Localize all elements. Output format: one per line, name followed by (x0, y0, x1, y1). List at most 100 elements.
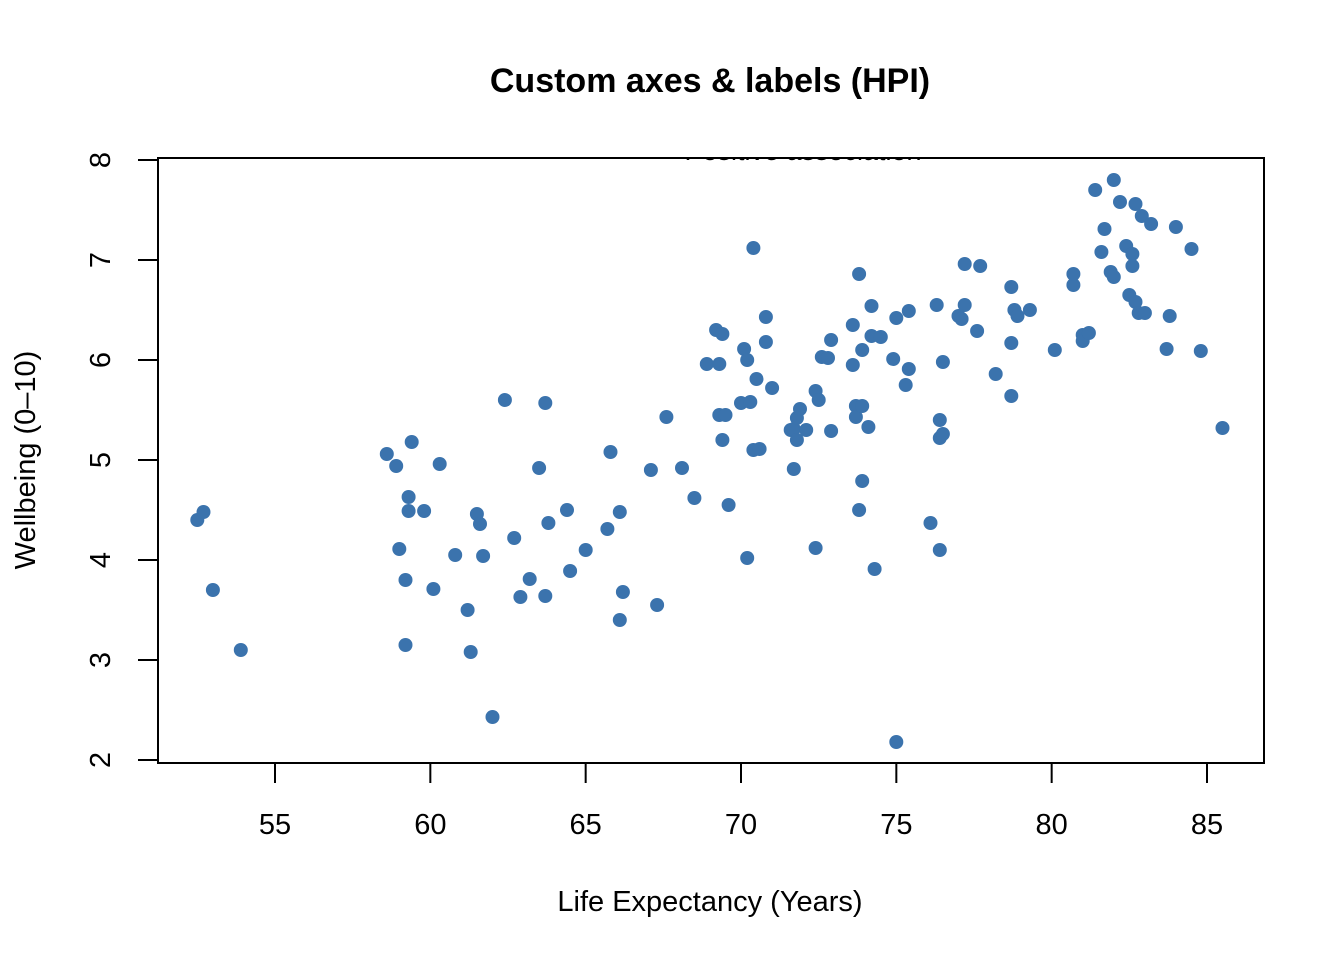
data-point (1010, 309, 1025, 323)
data-point (935, 355, 950, 369)
data-point (970, 324, 985, 338)
data-point (811, 393, 826, 407)
data-point (715, 327, 730, 341)
data-point (563, 564, 578, 578)
data-point (1144, 217, 1159, 231)
data-point (417, 504, 432, 518)
data-point (404, 435, 419, 449)
data-point (973, 259, 988, 273)
data-point (1088, 183, 1103, 197)
data-point (1128, 197, 1143, 211)
data-point (901, 304, 916, 318)
data-point (1106, 270, 1121, 284)
y-tick-label: 2 (85, 752, 117, 768)
data-point (687, 491, 702, 505)
data-point (1094, 245, 1109, 259)
data-point (848, 410, 863, 424)
data-point (957, 257, 972, 271)
y-axis: 2 3 4 5 6 7 8 (85, 152, 159, 768)
data-point (538, 396, 553, 410)
data-point (600, 522, 615, 536)
data-point (1066, 267, 1081, 281)
data-point (1159, 342, 1174, 356)
data-point (1184, 242, 1199, 256)
data-point (867, 562, 882, 576)
data-point (758, 335, 773, 349)
data-point (1097, 222, 1112, 236)
data-point (845, 358, 860, 372)
data-point (824, 424, 839, 438)
data-point (538, 589, 553, 603)
data-point (612, 613, 627, 627)
data-point (1125, 247, 1140, 261)
data-point (758, 310, 773, 324)
data-point (855, 343, 870, 357)
x-tick-label: 75 (880, 809, 912, 841)
data-point (737, 342, 752, 356)
data-point (513, 590, 528, 604)
data-point (743, 395, 758, 409)
data-point (932, 543, 947, 557)
data-point (650, 598, 665, 612)
data-point (560, 503, 574, 517)
y-tick-label: 6 (85, 352, 117, 368)
data-point (935, 427, 950, 441)
x-axis: 55 60 65 70 75 80 85 (259, 762, 1223, 841)
data-point (675, 461, 689, 475)
data-point (612, 505, 627, 519)
data-point (749, 372, 764, 386)
data-point (603, 445, 618, 459)
data-points (190, 173, 1230, 749)
data-point (1125, 259, 1140, 273)
data-point (1168, 220, 1183, 234)
data-point (1081, 326, 1096, 340)
data-point (1022, 303, 1037, 317)
data-point (1128, 295, 1143, 309)
data-point (957, 298, 972, 312)
x-tick-label: 85 (1191, 809, 1223, 841)
data-point (615, 585, 630, 599)
data-point (786, 462, 801, 476)
data-point (401, 490, 416, 504)
data-point (889, 735, 904, 749)
data-point (473, 517, 487, 531)
data-point (1066, 278, 1081, 292)
y-tick-label: 8 (85, 152, 117, 168)
y-tick-label: 3 (85, 652, 117, 668)
x-tick-label: 55 (259, 809, 291, 841)
x-tick-label: 80 (1036, 809, 1068, 841)
x-tick-label: 65 (570, 809, 602, 841)
data-point (886, 352, 901, 366)
x-tick-label: 70 (725, 809, 757, 841)
data-point (398, 638, 413, 652)
data-point (712, 357, 727, 371)
data-point (485, 710, 500, 724)
data-point (463, 645, 478, 659)
data-point (864, 299, 879, 313)
data-point (765, 381, 780, 395)
data-point (855, 474, 870, 488)
data-point (873, 330, 888, 344)
data-point (398, 573, 413, 587)
data-point (929, 298, 944, 312)
data-point (643, 463, 658, 477)
data-point (1004, 280, 1019, 294)
x-tick-label: 60 (414, 809, 446, 841)
data-point (901, 362, 916, 376)
data-point (808, 541, 823, 555)
data-point (852, 267, 867, 281)
chart-annotation: Positive association (684, 136, 921, 166)
data-point (432, 457, 447, 471)
data-point (889, 311, 904, 325)
data-point (401, 504, 416, 518)
data-point (578, 543, 593, 557)
data-point (699, 357, 714, 371)
data-point (932, 413, 947, 427)
data-point (852, 503, 867, 517)
data-point (1215, 421, 1230, 435)
data-point (389, 459, 404, 473)
data-point (721, 498, 736, 512)
data-point (659, 410, 674, 424)
data-point (923, 516, 938, 530)
